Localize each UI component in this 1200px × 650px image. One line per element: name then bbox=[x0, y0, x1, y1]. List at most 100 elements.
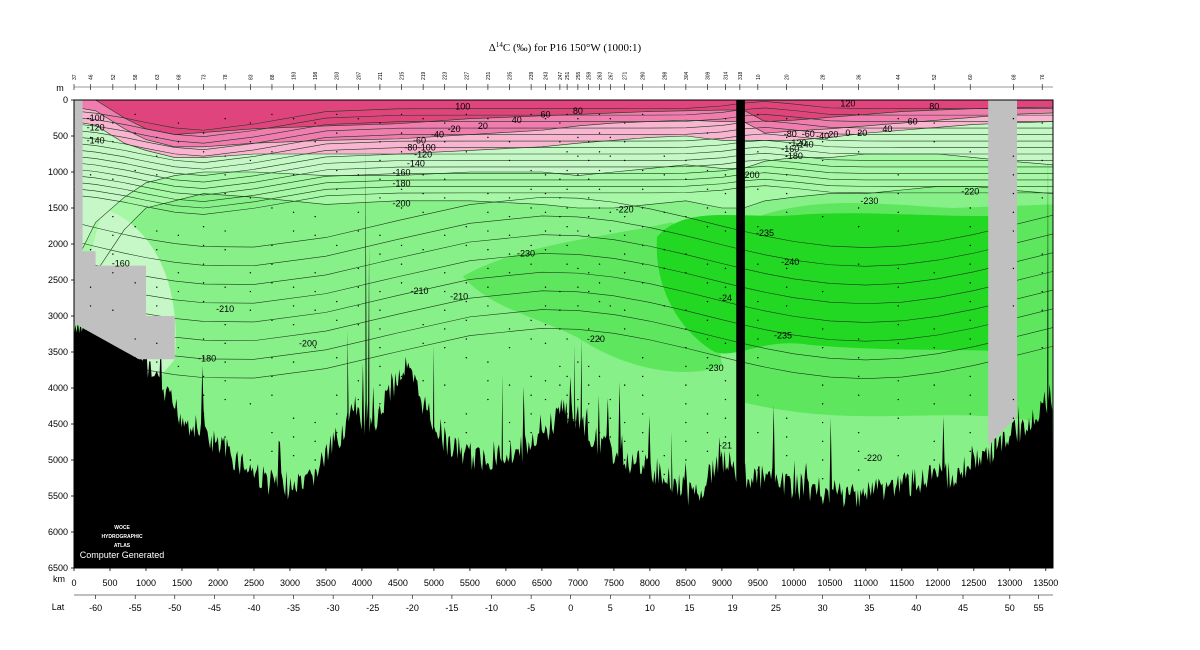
sample-dot bbox=[609, 492, 611, 494]
sample-dot bbox=[609, 417, 611, 419]
sample-dot bbox=[400, 469, 403, 471]
sample-dot bbox=[292, 454, 295, 457]
lat-axis-label: Lat bbox=[52, 602, 65, 612]
contour-label: -210 bbox=[411, 286, 429, 296]
contour-line-upper-1 bbox=[74, 107, 1053, 138]
sample-dot bbox=[156, 361, 158, 363]
sample-dot bbox=[400, 113, 403, 116]
station-label: 219 bbox=[421, 71, 427, 80]
contour-label: -40 bbox=[816, 131, 829, 141]
sample-dot bbox=[544, 492, 547, 494]
sample-dot bbox=[314, 234, 316, 237]
contour-label: -60 bbox=[802, 129, 815, 139]
sample-dot bbox=[357, 398, 360, 401]
sample-dot bbox=[357, 454, 360, 457]
sample-dot bbox=[400, 431, 403, 434]
contour-line-upper-5 bbox=[74, 133, 1053, 163]
contour-label: -20 bbox=[448, 124, 461, 134]
blank-area-east bbox=[988, 100, 1017, 446]
x-tick-label: 13000 bbox=[997, 578, 1022, 588]
sample-dot bbox=[623, 421, 626, 424]
sample-dot bbox=[357, 230, 360, 232]
sample-dot bbox=[89, 436, 92, 438]
sample-dot bbox=[706, 169, 709, 172]
sample-dot bbox=[821, 290, 824, 293]
x-tick-label: 12500 bbox=[961, 578, 986, 588]
sample-dot bbox=[357, 174, 360, 176]
sample-dot bbox=[969, 226, 971, 228]
sample-dot bbox=[400, 207, 403, 209]
sample-dot bbox=[422, 342, 424, 345]
sample-dot bbox=[559, 421, 561, 424]
contour-label: -120 bbox=[414, 150, 432, 160]
sample-dot bbox=[566, 244, 568, 247]
contour-label: -21 bbox=[719, 441, 732, 451]
station-label: 298 bbox=[662, 71, 668, 80]
x-tick-label: 2500 bbox=[244, 578, 264, 588]
sample-dot bbox=[685, 159, 687, 162]
sample-dot bbox=[685, 440, 687, 442]
sample-dot bbox=[400, 282, 403, 284]
x-tick-label: 8500 bbox=[676, 578, 696, 588]
sample-dot bbox=[857, 226, 860, 228]
sample-dot bbox=[336, 469, 338, 471]
sample-dot bbox=[314, 290, 316, 293]
sample-dot bbox=[609, 211, 611, 214]
sample-dot bbox=[821, 478, 824, 480]
sample-dot bbox=[422, 136, 424, 139]
sample-dot bbox=[566, 169, 568, 172]
contour-line-deep-4 bbox=[74, 271, 1053, 323]
sample-dot bbox=[559, 290, 561, 293]
sample-dot bbox=[1012, 230, 1015, 232]
sample-dot bbox=[314, 309, 316, 311]
sample-dot bbox=[566, 375, 568, 378]
watermark-line-4: Computer Generated bbox=[80, 550, 165, 560]
sample-dot bbox=[444, 234, 446, 237]
sample-dot bbox=[336, 113, 338, 116]
sample-dot bbox=[933, 384, 935, 386]
sample-dot bbox=[487, 267, 489, 270]
contour-line-upper-8 bbox=[74, 152, 1053, 183]
sample-dot bbox=[739, 234, 741, 237]
sample-dot bbox=[400, 488, 403, 490]
contour-label: -40 bbox=[431, 130, 444, 140]
sample-dot bbox=[757, 357, 759, 359]
sample-dot bbox=[508, 197, 511, 199]
sample-dot bbox=[685, 365, 687, 368]
sample-dot bbox=[724, 286, 727, 288]
plot-frame bbox=[73, 99, 1054, 569]
contour-label: -140 bbox=[407, 158, 425, 168]
station-label: 207 bbox=[356, 71, 362, 80]
sample-dot bbox=[785, 286, 788, 288]
sample-dot bbox=[336, 319, 338, 322]
sample-dot bbox=[271, 282, 273, 284]
sample-dot bbox=[821, 159, 824, 162]
sample-dot bbox=[1012, 305, 1015, 307]
sample-dot bbox=[623, 159, 626, 162]
sample-dot bbox=[1012, 436, 1015, 438]
sample-dot bbox=[641, 394, 644, 396]
contour-line-deep-0 bbox=[74, 196, 1053, 248]
sample-dot bbox=[134, 357, 136, 359]
sample-dot bbox=[857, 357, 860, 359]
sample-dot bbox=[897, 211, 899, 214]
sample-dot bbox=[336, 413, 338, 415]
station-label: 271 bbox=[623, 71, 629, 80]
contour-label: -140 bbox=[87, 135, 105, 145]
sample-dot bbox=[530, 244, 532, 247]
sample-dot bbox=[271, 488, 273, 490]
sample-dot bbox=[566, 488, 568, 490]
sample-dot bbox=[566, 151, 568, 153]
sample-dot bbox=[544, 192, 547, 195]
lat-tick-label: 5 bbox=[608, 603, 613, 613]
station-label: 36 bbox=[857, 74, 863, 80]
sample-dot bbox=[739, 496, 741, 499]
sample-dot bbox=[969, 375, 971, 378]
sample-dot bbox=[739, 272, 741, 274]
sample-dot bbox=[249, 122, 252, 124]
sample-dot bbox=[933, 272, 935, 274]
lat-tick-label: -5 bbox=[527, 603, 535, 613]
sample-dot bbox=[357, 380, 360, 382]
sample-dot bbox=[559, 309, 561, 311]
sample-dot bbox=[663, 155, 665, 157]
